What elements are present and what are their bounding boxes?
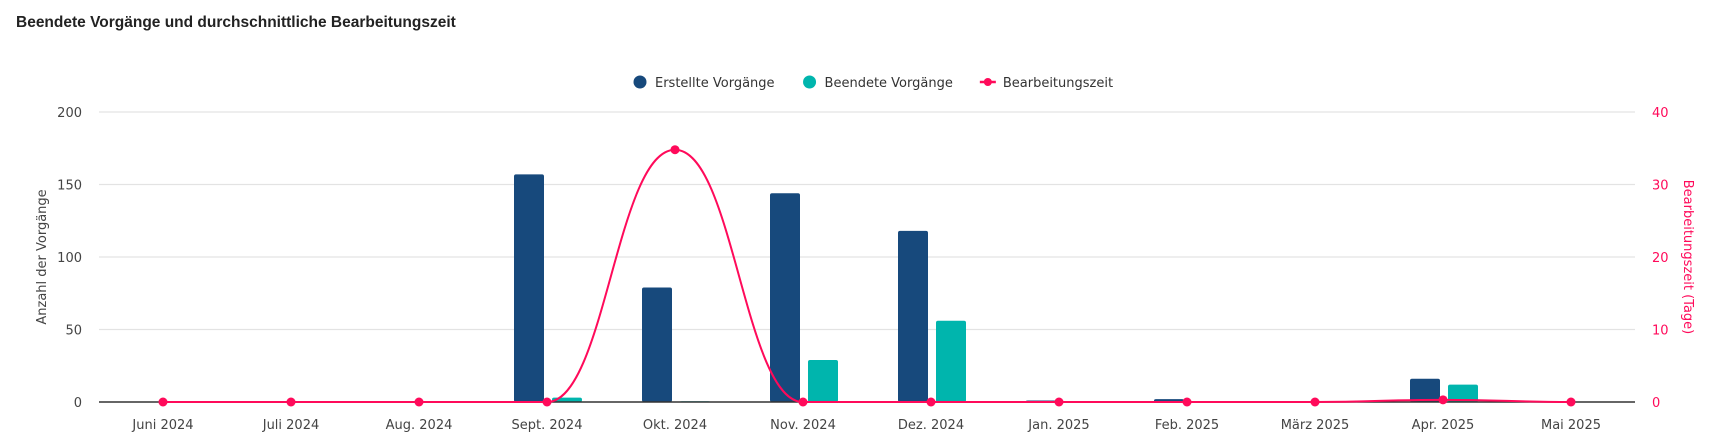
x-tick-label: Sept. 2024 xyxy=(512,418,583,433)
x-tick-label: Apr. 2025 xyxy=(1412,418,1475,433)
line-point xyxy=(670,145,680,155)
x-tick-label: Nov. 2024 xyxy=(770,418,836,433)
line-point xyxy=(1566,397,1576,407)
bar-finished xyxy=(808,359,838,402)
x-tick-label: Aug. 2024 xyxy=(386,418,453,433)
chart-title: Beendete Vorgänge und durchschnittliche … xyxy=(16,14,456,31)
legend-marker-0 xyxy=(633,75,647,89)
y2-tick-label: 30 xyxy=(1652,179,1669,194)
y-tick-label: 50 xyxy=(65,324,82,339)
legend-item-label[interactable]: Erstellte Vorgänge xyxy=(655,76,775,91)
y-tick-label: 100 xyxy=(57,251,82,266)
legend-item-label[interactable]: Beendete Vorgänge xyxy=(825,76,953,91)
bar-created xyxy=(1410,378,1440,402)
bar-finished xyxy=(936,320,966,402)
x-tick-label: Dez. 2024 xyxy=(898,418,964,433)
y-axis-title: Anzahl der Vorgänge xyxy=(35,189,50,324)
y2-tick-label: 40 xyxy=(1652,106,1669,121)
line-point xyxy=(798,397,808,407)
y2-tick-label: 0 xyxy=(1652,396,1660,411)
line-point xyxy=(1054,397,1064,407)
line-point xyxy=(926,397,936,407)
line-point xyxy=(1182,397,1192,407)
y2-tick-label: 20 xyxy=(1652,251,1669,266)
legend-marker-1 xyxy=(803,75,817,89)
line-point xyxy=(1438,395,1448,405)
line-point xyxy=(158,397,168,407)
x-tick-label: Juni 2024 xyxy=(131,418,193,433)
legend-item-label[interactable]: Bearbeitungszeit xyxy=(1003,76,1113,91)
y2-axis-title: Bearbeitungszeit (Tage) xyxy=(1680,180,1695,335)
bar-created xyxy=(514,174,544,402)
y-tick-label: 200 xyxy=(57,106,82,121)
legend-marker-2 xyxy=(983,78,992,86)
bar-created xyxy=(898,230,928,402)
line-point xyxy=(286,397,296,407)
bar-created xyxy=(770,193,800,402)
x-tick-label: Juli 2024 xyxy=(262,418,320,433)
x-tick-label: Okt. 2024 xyxy=(643,418,707,433)
line-bearbeitungszeit xyxy=(163,148,1572,404)
x-tick-label: März 2025 xyxy=(1281,418,1350,433)
line-point xyxy=(1310,397,1320,407)
y-tick-label: 150 xyxy=(57,179,82,194)
line-point xyxy=(414,397,424,407)
y-tick-label: 0 xyxy=(74,396,82,411)
line-point xyxy=(542,397,552,407)
y2-tick-label: 10 xyxy=(1652,324,1669,339)
x-tick-label: Jan. 2025 xyxy=(1027,418,1089,433)
bar-finished xyxy=(1448,384,1478,402)
x-tick-label: Mai 2025 xyxy=(1541,418,1601,433)
bar-created xyxy=(642,287,672,402)
x-tick-label: Feb. 2025 xyxy=(1155,418,1219,433)
